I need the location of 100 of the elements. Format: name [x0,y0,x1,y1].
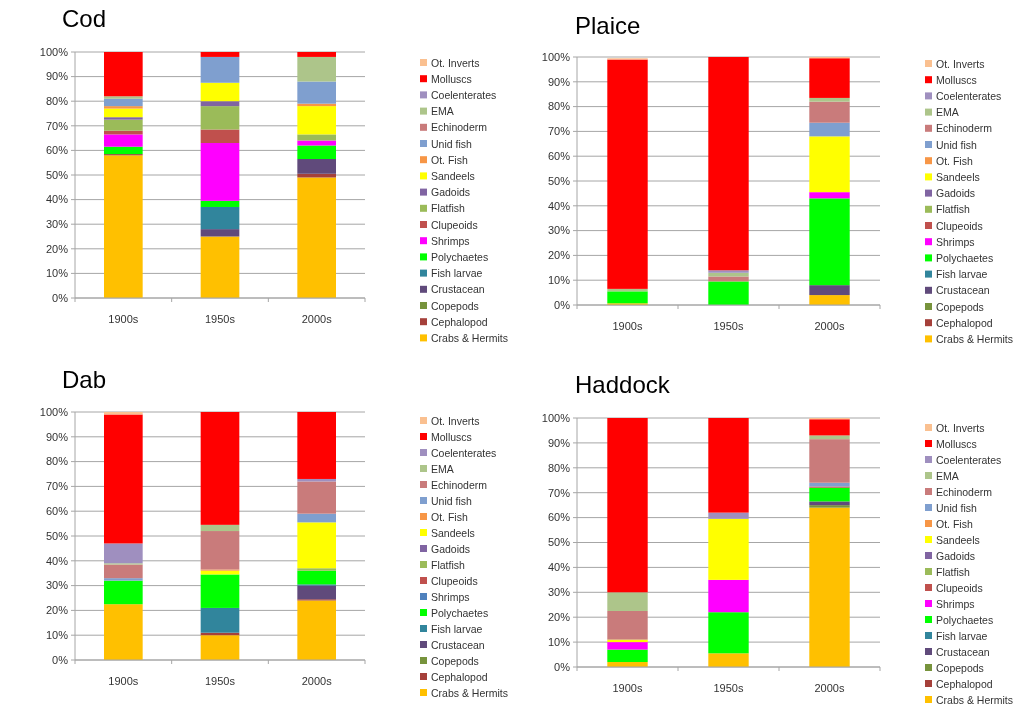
y-tick-label: 50% [547,536,571,549]
legend-label: Ot. Inverts [936,421,985,434]
y-tick-label: 100% [39,45,69,58]
y-tick-label: 60% [547,511,571,524]
chart-title: Cod [62,5,107,32]
chart-title: Haddock [575,371,671,398]
y-tick-label: 80% [45,455,69,468]
legend-label: Gadoids [936,187,976,200]
x-tick-label: 1900s [612,320,643,332]
legend-label: Polychaetes [936,252,994,265]
y-tick-label: 90% [547,75,571,88]
legend-label: Molluscs [936,437,977,450]
y-tick-label: 90% [547,436,571,449]
legend-label: Unid fish [431,494,473,507]
y-tick-label: 30% [45,218,69,231]
legend-label: Clupeoids [936,581,983,594]
legend-label: Gadoids [431,186,471,199]
legend-label: Crustacean [431,283,485,296]
legend-label: Flatfish [431,558,465,571]
legend-label: Copepods [431,654,479,667]
legend-label: Crustacean [936,284,990,297]
legend-label: Cephalopod [431,315,488,328]
y-tick-label: 100% [39,405,69,418]
legend-label: EMA [431,105,454,118]
y-tick-label: 60% [45,144,69,157]
x-tick-label: 1900s [108,313,139,325]
legend-label: Ot. Fish [431,153,468,166]
legend-label: Unid fish [431,137,473,150]
legend-label: Crabs & Hermits [936,693,1014,706]
chart-title: Plaice [575,12,641,39]
y-tick-label: 30% [45,579,69,592]
legend-label: Molluscs [431,72,472,85]
legend-label: Crabs & Hermits [431,332,509,345]
legend-label: Fish larvae [936,268,988,281]
y-tick-label: 20% [547,611,571,624]
legend-label: Polychaetes [431,606,489,619]
x-tick-label: 1950s [205,675,236,687]
legend-label: Echinoderm [936,122,993,135]
y-tick-label: 10% [45,267,69,280]
y-tick-label: 60% [45,505,69,518]
y-tick-label: 90% [45,430,69,443]
legend-label: Crabs & Hermits [431,686,509,699]
legend-label: Gadoids [431,542,471,555]
legend-label: Flatfish [936,565,970,578]
legend-label: Clupeoids [936,219,983,232]
legend-label: Ot. Inverts [431,56,480,69]
legend-label: Polychaetes [431,251,489,264]
legend-label: Polychaetes [936,613,994,626]
y-tick-label: 40% [45,554,69,567]
y-tick-label: 20% [45,604,69,617]
legend-label: Unid fish [936,138,978,151]
legend-label: Shrimps [431,234,470,247]
x-tick-label: 2000s [814,320,845,332]
legend-label: Echinoderm [936,485,993,498]
y-tick-label: 20% [45,242,69,255]
legend-label: Fish larvae [431,622,483,635]
y-tick-label: 80% [45,95,69,108]
legend-label: Fish larvae [936,629,988,642]
y-tick-label: 70% [547,486,571,499]
y-tick-label: 100% [541,411,571,424]
x-tick-label: 1950s [205,313,236,325]
legend-label: Flatfish [936,203,970,216]
legend-label: Cephalopod [936,677,993,690]
y-tick-label: 90% [45,70,69,83]
y-tick-label: 40% [547,561,571,574]
y-tick-label: 0% [554,660,571,673]
legend-label: Clupeoids [431,218,478,231]
legend-label: Molluscs [431,430,472,443]
y-tick-label: 0% [554,298,571,311]
y-tick-label: 70% [45,119,69,132]
legend-label: Crustacean [431,638,485,651]
legend-label: Coelenterates [431,89,497,102]
legend-label: Coelenterates [936,453,1002,466]
legend-label: Copepods [936,661,984,674]
legend-label: Echinoderm [431,121,488,134]
legend-label: Shrimps [936,235,975,248]
legend-label: Ot. Inverts [936,57,985,70]
legend-label: Ot. Fish [936,517,973,530]
legend-label: EMA [936,106,959,119]
y-tick-label: 50% [45,529,69,542]
y-tick-label: 20% [547,249,571,262]
legend-label: Crabs & Hermits [936,333,1014,346]
y-tick-label: 50% [547,174,571,187]
legend-label: Ot. Inverts [431,414,480,427]
legend-label: Gadoids [936,549,976,562]
legend-label: Cephalopod [431,670,488,683]
legend-label: Shrimps [431,590,470,603]
x-tick-label: 2000s [301,675,333,687]
legend-label: EMA [431,462,454,475]
legend-label: Shrimps [936,597,975,610]
x-tick-label: 1900s [612,682,643,694]
legend-label: Echinoderm [431,478,488,491]
chart-title: Dab [62,366,107,393]
y-tick-label: 70% [547,125,571,138]
y-tick-label: 80% [547,461,571,474]
legend-label: Coelenterates [431,446,497,459]
legend-label: Crustacean [936,645,990,658]
y-tick-label: 40% [547,199,571,212]
legend-label: Unid fish [936,501,978,514]
x-tick-label: 2000s [301,313,333,325]
